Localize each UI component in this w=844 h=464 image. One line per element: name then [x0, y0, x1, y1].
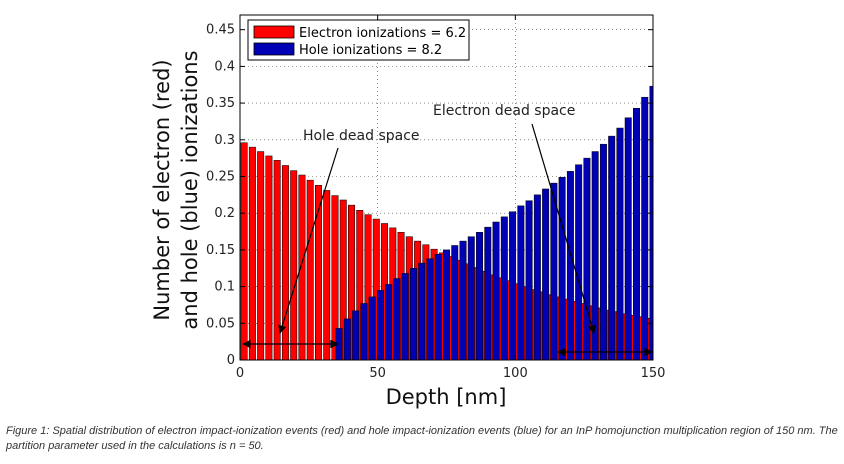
electron-bar	[306, 179, 314, 361]
ionization-chart: 0 0.05 0.1 0.15 0.2 0.25 0.3 0.35 0.4 0.45 0 50 100 1…	[150, 14, 665, 409]
hole-bar	[566, 171, 574, 361]
hole-bar	[418, 262, 426, 361]
hole-bar	[616, 127, 624, 361]
hole-bar	[443, 249, 450, 361]
hole-bar	[368, 296, 376, 361]
hole-bar	[608, 135, 616, 361]
axis-ticks: 0 0.05 0.1 0.15 0.2 0.25 0.3 0.35 0.4 0.45 0 50 100 1…	[206, 15, 665, 381]
figure-caption: Figure 1: Spatial distribution of electr…	[6, 425, 838, 452]
electron-bar	[248, 146, 256, 361]
x-tick-label: 100	[503, 366, 528, 381]
electron-dead-space-pointer	[531, 123, 596, 334]
hole-bar	[467, 236, 475, 361]
x-axis-title: Depth [nm]	[386, 385, 507, 409]
electron-bar	[298, 174, 306, 361]
hole-dead-space-label: Hole dead space	[303, 128, 420, 144]
hole-bar	[385, 284, 393, 361]
hole-bar	[575, 164, 583, 361]
hole-bar	[525, 200, 533, 361]
hole-bar	[360, 303, 368, 361]
electron-bar	[273, 160, 281, 361]
plot-frame	[239, 14, 654, 361]
hole-bar	[459, 240, 467, 361]
hole-bar	[343, 318, 351, 361]
hole-bar	[500, 216, 508, 361]
hole-bar	[599, 143, 607, 361]
hole-bar	[426, 258, 434, 361]
legend-label-electron: Electron ionizations = 6.2	[299, 26, 466, 41]
hole-bar	[542, 188, 550, 361]
y-tick-label: 0.45	[206, 23, 235, 38]
hole-bar	[641, 96, 649, 361]
x-tick-label: 50	[369, 366, 386, 381]
hole-dead-space-annotation: Hole dead space	[242, 128, 420, 349]
y-tick-label: 0.35	[206, 96, 235, 111]
hole-bar	[492, 221, 500, 361]
legend: Electron ionizations = 6.2 Hole ionizati…	[247, 19, 470, 61]
electron-dead-space-annotation: Electron dead space	[433, 103, 653, 357]
hole-bar	[517, 205, 525, 361]
y-axis-title-line-2: and hole (blue) ionizations	[178, 50, 202, 329]
y-tick-label: 0.15	[206, 243, 235, 258]
hole-bar	[409, 267, 417, 361]
hole-bar	[393, 278, 401, 361]
electron-dead-space-label: Electron dead space	[433, 103, 575, 119]
hole-bar	[434, 254, 442, 361]
electron-bar	[265, 155, 273, 361]
electron-bar	[290, 170, 298, 361]
hole-bar	[476, 232, 484, 361]
legend-swatch-electron	[253, 25, 295, 39]
hole-bar	[533, 194, 541, 361]
hole-bar	[352, 310, 360, 361]
y-tick-label: 0.25	[206, 169, 235, 184]
electron-bar	[257, 151, 265, 361]
hole-bar	[558, 176, 566, 361]
hole-dead-space-pointer	[278, 147, 339, 334]
hole-bar	[509, 211, 517, 361]
hole-bar	[401, 273, 409, 361]
y-tick-label: 0	[227, 353, 235, 368]
hole-bar	[376, 290, 384, 361]
y-axis-title-line-1: Number of electron (red)	[150, 59, 174, 320]
legend-label-hole: Hole ionizations = 8.2	[299, 43, 442, 58]
y-tick-label: 0.05	[206, 316, 235, 331]
hole-bar	[624, 117, 632, 361]
legend-swatch-hole	[253, 42, 295, 56]
electron-bar	[323, 190, 331, 361]
hole-bar	[583, 157, 591, 361]
hole-bar	[550, 182, 558, 361]
y-tick-label: 0.2	[214, 206, 235, 221]
y-tick-label: 0.3	[214, 133, 235, 148]
x-tick-label: 150	[641, 366, 666, 381]
hole-bar	[633, 107, 640, 361]
hole-bar	[451, 245, 459, 361]
y-tick-label: 0.4	[214, 59, 235, 74]
electron-bar	[281, 165, 289, 361]
y-tick-label: 0.1	[214, 280, 235, 295]
electron-bar	[240, 142, 248, 361]
x-tick-label: 0	[236, 366, 244, 381]
hole-bar	[484, 226, 492, 361]
